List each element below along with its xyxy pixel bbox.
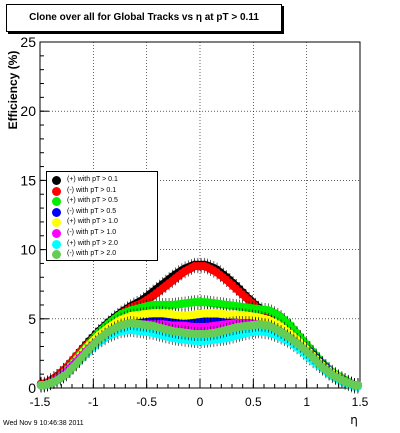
- legend-entry: (-) with pT > 0.5: [47, 207, 157, 217]
- axis-ticks: -1.5 -1 -0.5 0 0.5 1 1.5 0 5 10 15 20 25: [20, 34, 368, 409]
- legend-marker-icon: [52, 229, 61, 238]
- legend-entry: (+) with pT > 2.0: [47, 239, 157, 249]
- legend-marker-icon: [52, 239, 61, 249]
- legend-marker-icon: [52, 250, 61, 260]
- chart-title: Clone over all for Global Tracks vs η at…: [29, 12, 259, 23]
- chart-title-box: Clone over all for Global Tracks vs η at…: [6, 4, 282, 32]
- legend-label: (-) with pT > 0.5: [67, 207, 117, 215]
- timestamp: Wed Nov 9 10:46:38 2011: [3, 420, 84, 427]
- legend-label: (+) with pT > 1.0: [67, 218, 118, 226]
- x-tick-label: 0: [197, 395, 204, 409]
- x-tick-label: 0.5: [245, 395, 262, 409]
- x-tick-label: -1: [88, 395, 99, 409]
- y-tick-label: 10: [20, 242, 36, 258]
- y-tick-label: 5: [28, 311, 36, 327]
- y-tick-label: 15: [20, 172, 36, 188]
- series-8: [36, 315, 363, 393]
- legend-entry: (-) with pT > 1.0: [47, 228, 157, 238]
- legend-marker-icon: [52, 176, 61, 185]
- y-axis-label: Efficiency (%): [6, 51, 20, 130]
- legend-label: (-) with pT > 0.1: [67, 186, 117, 194]
- legend-entry: (+) with pT > 0.1: [47, 175, 157, 185]
- y-tick-label: 20: [20, 103, 36, 119]
- x-tick-label: 1: [303, 395, 310, 409]
- legend-label: (-) with pT > 2.0: [67, 250, 117, 258]
- legend-label: (+) with pT > 0.1: [67, 176, 118, 183]
- data-point: [353, 381, 363, 390]
- y-tick-label: 25: [20, 34, 36, 50]
- legend-marker-icon: [52, 207, 61, 217]
- legend-marker-icon: [52, 218, 61, 228]
- legend-marker-icon: [52, 186, 61, 196]
- y-tick-label: 0: [28, 380, 36, 396]
- legend-entry: (-) with pT > 0.1: [47, 186, 157, 196]
- legend-label: (+) with pT > 2.0: [67, 239, 118, 247]
- x-axis-label: η: [350, 413, 358, 427]
- x-tick-label: -0.5: [136, 395, 157, 409]
- data-series: [36, 257, 363, 394]
- legend-label: (-) with pT > 1.0: [67, 229, 117, 236]
- legend-marker-icon: [52, 197, 61, 207]
- x-tick-label: 1.5: [352, 395, 369, 409]
- legend-label: (+) with pT > 0.5: [67, 197, 118, 205]
- legend-entry: (-) with pT > 2.0: [47, 249, 157, 260]
- legend-entry: (+) with pT > 0.5: [47, 196, 157, 207]
- legend-entry: (+) with pT > 1.0: [47, 217, 157, 228]
- legend: (+) with pT > 0.1 (-) with pT > 0.1 (+) wi…: [46, 171, 158, 261]
- x-tick-label: -1.5: [30, 395, 51, 409]
